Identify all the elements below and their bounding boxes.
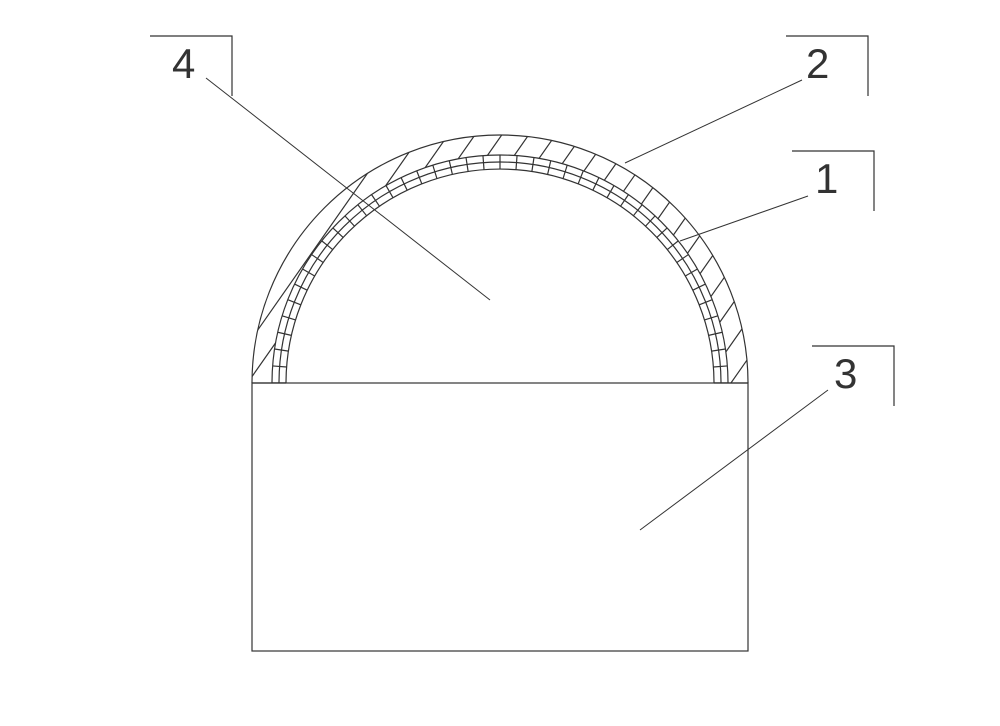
diagram-canvas: 4 2 1 3 xyxy=(0,0,1000,726)
label-boxes xyxy=(150,36,894,406)
label-3: 3 xyxy=(834,350,857,397)
label-2: 2 xyxy=(806,40,829,87)
label-1: 1 xyxy=(815,155,838,202)
lower-rect xyxy=(252,383,748,651)
label-4: 4 xyxy=(172,40,195,87)
inner-arc xyxy=(286,169,714,383)
hatch-inner-band xyxy=(272,155,728,383)
mid-arc xyxy=(272,155,728,383)
